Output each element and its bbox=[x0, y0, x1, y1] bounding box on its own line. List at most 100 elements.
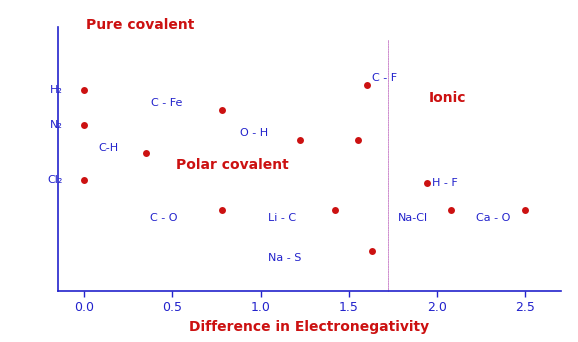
Point bbox=[383, 244, 392, 249]
Point bbox=[383, 214, 392, 219]
Point bbox=[383, 284, 392, 290]
Point bbox=[383, 247, 392, 253]
Point bbox=[383, 73, 392, 78]
Point bbox=[383, 75, 392, 80]
Point bbox=[383, 61, 392, 67]
Point bbox=[383, 148, 392, 153]
Point bbox=[383, 77, 392, 82]
Point bbox=[383, 251, 392, 257]
Point bbox=[383, 96, 392, 101]
Text: Na-Cl: Na-Cl bbox=[398, 213, 428, 223]
Point bbox=[383, 216, 392, 221]
Point bbox=[383, 188, 392, 194]
Point bbox=[383, 219, 392, 224]
Text: C-H: C-H bbox=[98, 143, 118, 153]
Point bbox=[383, 141, 392, 146]
Point bbox=[383, 80, 392, 86]
Point bbox=[383, 120, 392, 126]
Point bbox=[383, 229, 392, 234]
Point bbox=[383, 76, 392, 81]
Point bbox=[383, 91, 392, 97]
Point bbox=[383, 131, 392, 137]
Point bbox=[383, 286, 392, 291]
Point bbox=[383, 54, 392, 60]
Point bbox=[383, 140, 392, 145]
Point bbox=[383, 228, 392, 234]
Point bbox=[383, 50, 392, 56]
Point bbox=[383, 236, 392, 242]
Point bbox=[383, 275, 392, 280]
Point bbox=[383, 282, 392, 287]
Point bbox=[383, 114, 392, 119]
Point bbox=[383, 195, 392, 200]
Point bbox=[383, 64, 392, 69]
Point bbox=[383, 45, 392, 50]
Point bbox=[383, 51, 392, 56]
Point bbox=[383, 153, 392, 158]
Point bbox=[383, 235, 392, 240]
Point bbox=[383, 147, 392, 153]
Point bbox=[383, 258, 392, 263]
Point bbox=[383, 62, 392, 67]
Point bbox=[383, 223, 392, 229]
Point bbox=[383, 127, 392, 132]
Point bbox=[383, 64, 392, 70]
Point bbox=[383, 256, 392, 262]
Point bbox=[383, 228, 392, 233]
Point bbox=[383, 41, 392, 47]
Point bbox=[383, 42, 392, 47]
Point bbox=[383, 280, 392, 285]
Point bbox=[383, 250, 392, 255]
Point bbox=[383, 134, 392, 140]
Point bbox=[383, 102, 392, 107]
Point bbox=[383, 157, 392, 163]
Point bbox=[383, 208, 392, 214]
X-axis label: Difference in Electronegativity: Difference in Electronegativity bbox=[189, 320, 429, 334]
Point bbox=[383, 190, 392, 195]
Point bbox=[383, 268, 392, 274]
Point bbox=[383, 221, 392, 226]
Point bbox=[383, 277, 392, 282]
Text: Li - C: Li - C bbox=[268, 213, 296, 223]
Point bbox=[383, 178, 392, 183]
Point bbox=[383, 142, 392, 148]
Point bbox=[383, 212, 392, 218]
Point bbox=[383, 267, 392, 272]
Point bbox=[383, 123, 392, 128]
Point bbox=[383, 135, 392, 140]
Point bbox=[383, 197, 392, 203]
Point bbox=[383, 263, 392, 269]
Point bbox=[383, 124, 392, 130]
Point bbox=[383, 123, 392, 129]
Point bbox=[383, 187, 392, 192]
Point bbox=[383, 122, 392, 128]
Point bbox=[383, 97, 392, 102]
Point bbox=[383, 74, 392, 79]
Point bbox=[383, 184, 392, 189]
Point bbox=[383, 212, 392, 218]
Point bbox=[383, 174, 392, 180]
Point bbox=[383, 40, 392, 46]
Point bbox=[383, 92, 392, 97]
Point bbox=[383, 268, 392, 273]
Point bbox=[383, 74, 392, 80]
Point bbox=[383, 119, 392, 124]
Point bbox=[383, 183, 392, 188]
Point bbox=[383, 175, 392, 181]
Point bbox=[383, 163, 392, 168]
Text: H₂: H₂ bbox=[50, 85, 63, 95]
Point bbox=[383, 149, 392, 155]
Point bbox=[383, 220, 392, 225]
Text: Na - S: Na - S bbox=[268, 253, 301, 263]
Point bbox=[383, 287, 392, 293]
Point bbox=[383, 206, 392, 212]
Point bbox=[383, 47, 392, 53]
Point bbox=[383, 98, 392, 104]
Point bbox=[383, 271, 392, 276]
Point bbox=[383, 207, 392, 212]
Point bbox=[383, 205, 392, 210]
Point bbox=[383, 156, 392, 161]
Point bbox=[383, 59, 392, 65]
Point bbox=[383, 138, 392, 143]
Point bbox=[383, 160, 392, 165]
